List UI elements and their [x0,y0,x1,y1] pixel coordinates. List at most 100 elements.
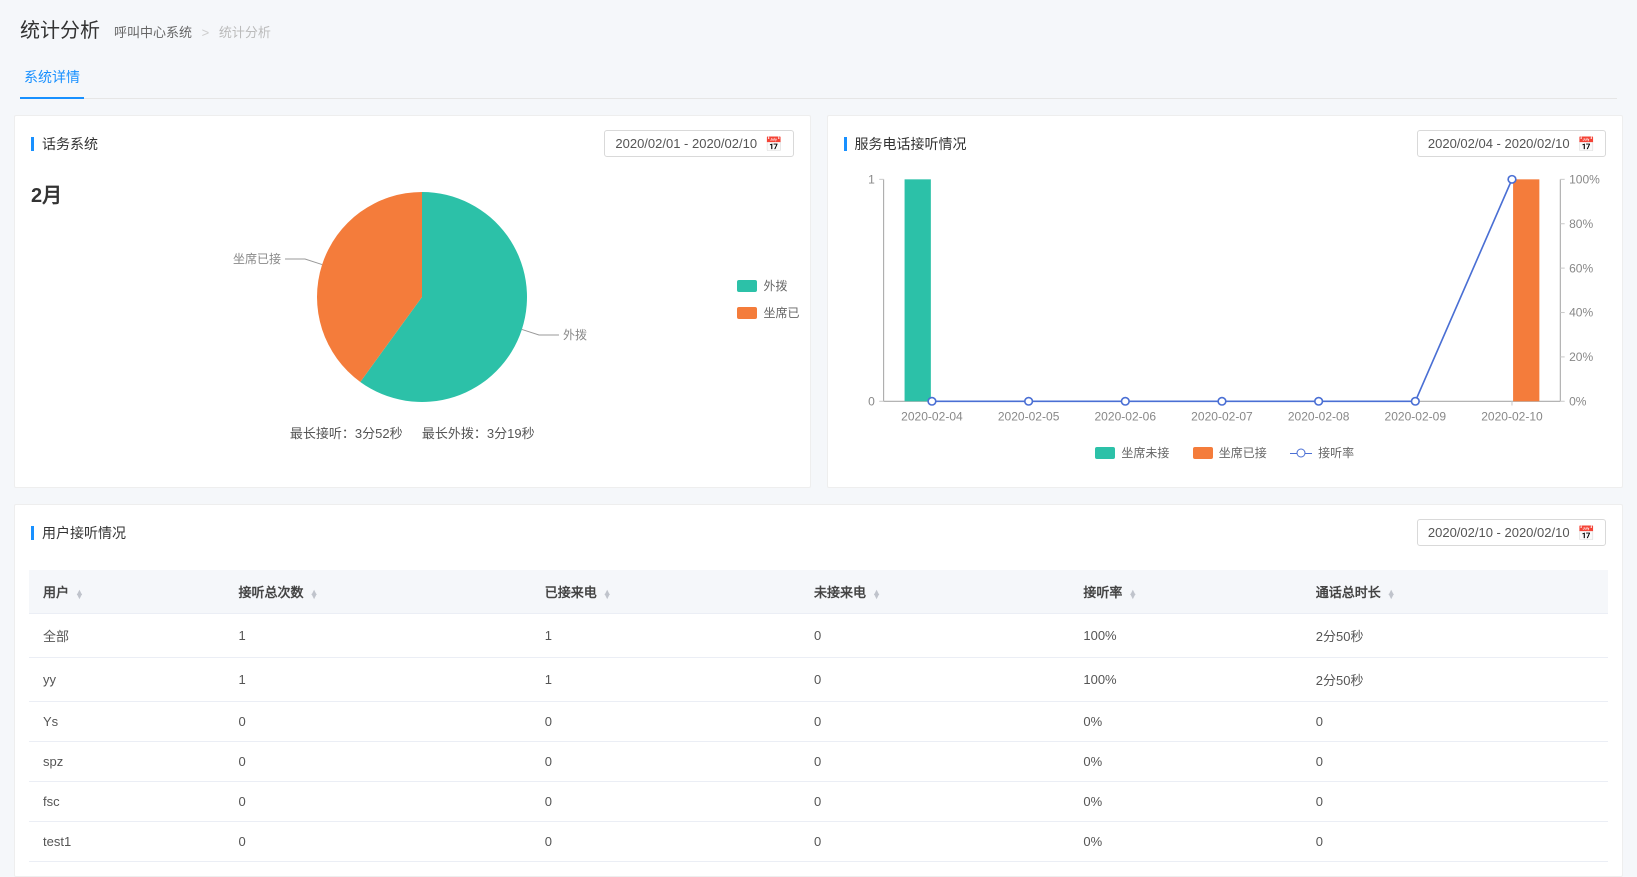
bar [1513,179,1539,401]
table-row: spz0000%0 [29,742,1608,782]
table-cell: 0% [1069,782,1301,822]
sort-icon[interactable]: ▲▼ [872,590,881,598]
x-tick-label: 2020-02-06 [1094,410,1156,424]
tab-system-detail[interactable]: 系统详情 [20,57,84,99]
table-header-cell[interactable]: 用户 ▲▼ [29,570,225,614]
date-picker-user-answer[interactable]: 2020/02/10 - 2020/02/10 📅 [1417,519,1606,546]
bar [904,179,930,401]
pie-slice-label: 外拨 [563,328,587,342]
x-tick-label: 2020-02-07 [1191,410,1253,424]
table-row: Ys0000%0 [29,702,1608,742]
legend-item-answered[interactable]: 坐席已 [737,304,799,321]
table-header-cell[interactable]: 接听总次数 ▲▼ [225,570,531,614]
y-right-tick: 80% [1569,217,1594,231]
date-range-text: 2020/02/10 - 2020/02/10 [1428,525,1570,540]
legend-label-answered: 坐席已 [763,304,799,321]
panel-title-user-answer: 用户接听情况 [42,523,126,543]
breadcrumb-sep: > [202,25,210,40]
line-point [1314,398,1322,405]
sort-icon[interactable]: ▲▼ [1128,590,1137,598]
date-picker-call-system[interactable]: 2020/02/01 - 2020/02/10 📅 [604,130,793,157]
table-cell: 0 [531,702,800,742]
x-tick-label: 2020-02-09 [1384,410,1446,424]
legend-item-outbound[interactable]: 外拨 [737,277,799,294]
y-left-tick: 0 [868,395,875,409]
panel-accent-bar [31,526,34,540]
table-row: yy110100%2分50秒 [29,658,1608,702]
pie-footer-left-label: 最长接听： [290,426,355,441]
column-label: 用户 [43,585,69,600]
table-row: 全部110100%2分50秒 [29,614,1608,658]
legend-label-answered: 坐席已接 [1219,444,1267,461]
table-cell: 0 [800,658,1069,702]
table-cell: 0 [1302,822,1608,862]
panel-accent-bar [844,137,847,151]
sort-icon[interactable]: ▲▼ [310,590,319,598]
table-cell: 0 [800,822,1069,862]
breadcrumb-root[interactable]: 呼叫中心系统 [114,25,192,40]
table-cell: 0% [1069,702,1301,742]
table-header-cell[interactable]: 已接来电▲▼ [531,570,800,614]
line-series [931,179,1511,401]
calendar-icon: 📅 [1578,526,1595,540]
legend-item-rate[interactable]: 接听率 [1290,444,1354,461]
table-header-cell[interactable]: 接听率▲▼ [1069,570,1301,614]
line-point [1024,398,1032,405]
table-cell: 0 [531,782,800,822]
panel-accent-bar [31,137,34,151]
line-point [1508,176,1516,183]
legend-item-missed[interactable]: 坐席未接 [1095,444,1169,461]
table-cell: 1 [225,658,531,702]
column-label: 通话总时长 [1316,585,1381,600]
breadcrumb: 呼叫中心系统 > 统计分析 [114,22,271,41]
legend-label-missed: 坐席未接 [1121,444,1169,461]
column-label: 接听总次数 [239,585,304,600]
legend-item-answered[interactable]: 坐席已接 [1193,444,1267,461]
table-cell: 0 [1302,742,1608,782]
table-cell: test1 [29,822,225,862]
line-point [1218,398,1226,405]
line-point [1411,398,1419,405]
table-cell: yy [29,658,225,702]
panel-service-calls: 服务电话接听情况 2020/02/04 - 2020/02/10 📅 010%2… [827,115,1624,488]
sort-icon[interactable]: ▲▼ [75,590,84,598]
panel-title-call-system: 话务系统 [42,134,98,154]
table-header-cell[interactable]: 未接来电▲▼ [800,570,1069,614]
pie-slice-label: 坐席已接 [233,251,281,266]
table-cell: 0 [225,702,531,742]
table-cell: 0 [531,742,800,782]
table-cell: 0 [531,822,800,862]
sort-icon[interactable]: ▲▼ [1387,590,1396,598]
legend-swatch-missed [1095,447,1115,459]
date-picker-service-calls[interactable]: 2020/02/04 - 2020/02/10 📅 [1417,130,1606,157]
barline-chart: 010%20%40%60%80%100%2020-02-042020-02-05… [842,173,1609,433]
tabs: 系统详情 [20,57,1617,99]
table-cell: 2分50秒 [1302,658,1608,702]
panel-call-system: 话务系统 2020/02/01 - 2020/02/10 📅 2月 外拨坐席已接… [14,115,811,488]
legend-label-rate: 接听率 [1318,444,1354,461]
pie-chart: 外拨 坐席已接 [52,177,772,417]
table-cell: 100% [1069,658,1301,702]
table-cell: 0 [225,742,531,782]
y-right-tick: 60% [1569,262,1594,276]
table-cell: 0% [1069,742,1301,782]
pie-footer-right-label: 最长外拨： [422,426,487,441]
page-title: 统计分析 [20,14,100,43]
table-row: fsc0000%0 [29,782,1608,822]
date-range-text: 2020/02/04 - 2020/02/10 [1428,136,1570,151]
table-cell: 100% [1069,614,1301,658]
legend-swatch-answered [737,307,757,319]
calendar-icon: 📅 [1578,137,1595,151]
line-point [928,398,936,405]
table-header-cell[interactable]: 通话总时长 ▲▼ [1302,570,1608,614]
panel-title-service-calls: 服务电话接听情况 [855,134,967,154]
table-row: test10000%0 [29,822,1608,862]
page-header: 统计分析 呼叫中心系统 > 统计分析 系统详情 [0,0,1637,99]
pie-legend: 外拨 坐席已 [737,277,799,331]
table-cell: 1 [531,614,800,658]
table-cell: fsc [29,782,225,822]
sort-icon[interactable]: ▲▼ [603,590,612,598]
y-right-tick: 40% [1569,306,1594,320]
table-cell: 0 [800,702,1069,742]
y-right-tick: 0% [1569,395,1587,409]
